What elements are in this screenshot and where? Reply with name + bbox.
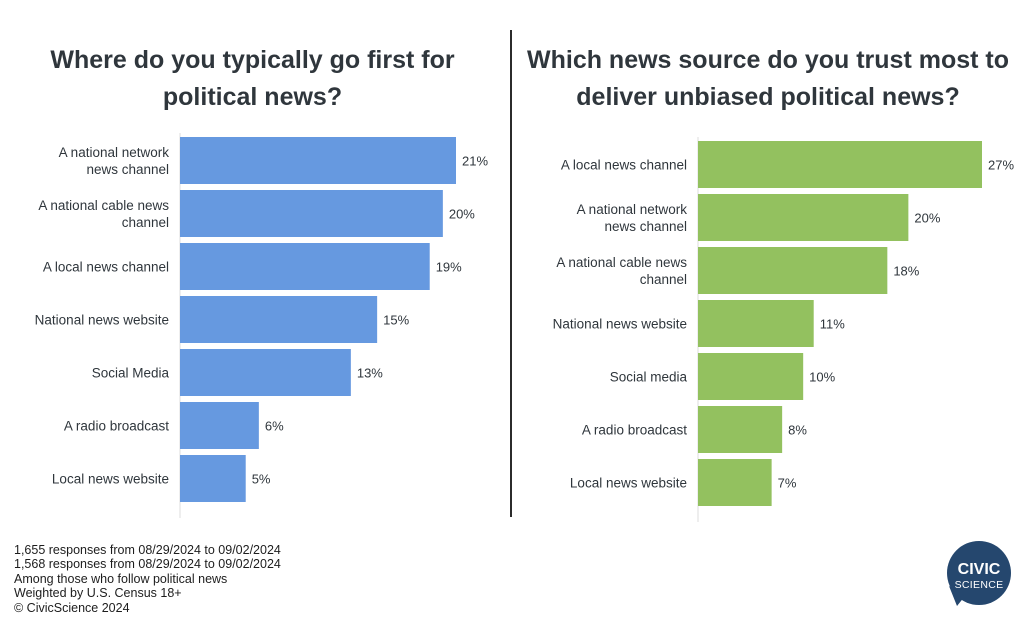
bar-value-label: 8% [788,423,807,438]
category-label: A local news channel [561,158,687,173]
logo-circle [947,541,1011,605]
left-chart-panel: Where do you typically go first for poli… [0,0,505,520]
category-label: Social media [610,370,688,385]
footer-line-population: Among those who follow political news [14,571,228,586]
footer-line-responses-left: 1,655 responses from 08/29/2024 to 09/02… [14,543,281,557]
category-label: A radio broadcast [64,419,169,434]
bar-value-label: 7% [778,476,797,491]
bar-value-label: 6% [265,419,284,434]
left-bar-chart: 21% A national network news channel 20% A na… [35,133,488,518]
left-chart-title: Where do you typically go first for poli… [50,46,455,111]
bar [698,300,814,347]
bar [180,455,246,502]
bar-value-label: 10% [809,370,835,385]
bar [698,194,909,241]
footer-line-copyright: © CivicScience 2024 [14,600,130,615]
bar [180,402,259,449]
bar [180,137,456,184]
category-label: A local news channel [43,260,169,275]
bar [180,190,443,237]
footer-line-weighting: Weighted by U.S. Census 18+ [14,586,182,601]
bar-value-label: 15% [383,313,409,328]
category-label: A radio broadcast [582,423,687,438]
bar [698,247,888,294]
bar-value-label: 21% [462,154,488,169]
bar-value-label: 5% [252,472,271,487]
right-bar-chart: 27% A local news channel 20% A national net… [553,137,1014,522]
logo-tail [949,586,965,606]
right-chart-panel: Which news source do you trust most to d… [512,0,1024,522]
bar-value-label: 18% [893,264,919,279]
category-label: Social Media [92,366,170,381]
footer-line-responses-right: 1,568 responses from 08/29/2024 to 09/02… [14,557,281,572]
logo-text-civic: CIVIC [958,561,1001,578]
civicscience-logo-icon: CIVIC SCIENCE [947,541,1011,606]
category-label: A national network news channel [577,202,688,234]
category-label: A national network news channel [59,145,170,177]
bar-value-label: 20% [914,211,940,226]
logo-text-science: SCIENCE [955,579,1004,591]
bar [180,243,430,290]
category-label: A national cable news channel [556,255,687,287]
panel-divider [510,30,512,517]
category-label: A national cable news channel [38,198,169,230]
bar-value-label: 11% [820,317,845,332]
bar-value-label: 19% [436,260,462,275]
bar [180,296,378,343]
category-label: National news website [553,317,687,332]
bar [698,406,783,453]
footer-notes: 1,655 responses from 08/29/2024 to 09/02… [14,543,281,615]
bar [698,459,772,506]
bar [698,141,982,188]
right-chart-title: Which news source do you trust most to d… [527,46,1009,111]
bar [180,349,351,396]
bar-value-label: 27% [988,158,1014,173]
category-label: Local news website [52,472,169,487]
category-label: National news website [35,313,169,328]
category-label: Local news website [570,476,687,491]
bar-value-label: 13% [357,366,383,381]
bar-value-label: 20% [449,207,475,222]
bar [698,353,804,400]
